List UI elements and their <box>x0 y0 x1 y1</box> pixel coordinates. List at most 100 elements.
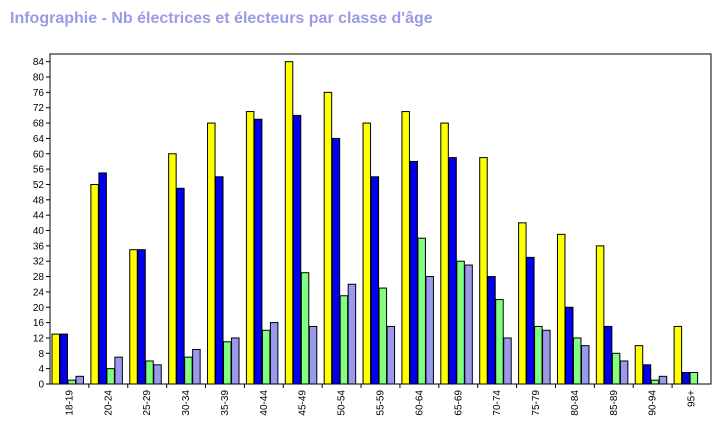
y-tick-label: 44 <box>33 211 45 222</box>
y-tick-label: 4 <box>38 364 44 375</box>
bar <box>595 245 605 385</box>
bar <box>642 364 652 385</box>
x-axis: 18-19 20-24 25-29 30-34 35-39 40-44 45-49 50-54… <box>64 384 698 416</box>
x-tick-label: 65-69 <box>453 390 464 416</box>
bar <box>495 299 504 385</box>
y-tick-label: 16 <box>33 318 45 329</box>
bar <box>323 91 333 385</box>
bar <box>347 283 357 385</box>
bar <box>503 337 512 385</box>
bar <box>542 329 551 385</box>
x-tick-label: 40-44 <box>259 390 270 416</box>
x-tick-label: 90-94 <box>648 390 659 416</box>
bar <box>308 325 318 385</box>
bar <box>448 157 457 385</box>
y-tick-label: 80 <box>33 73 45 84</box>
bar <box>425 276 434 385</box>
bar <box>603 325 613 385</box>
bar <box>215 176 224 385</box>
bar <box>245 111 255 385</box>
bar <box>98 172 107 385</box>
x-tick-label: 45-49 <box>298 390 309 416</box>
bar <box>440 122 449 385</box>
bar <box>370 176 380 385</box>
bar <box>572 337 582 385</box>
bar <box>681 371 691 385</box>
y-tick-label: 84 <box>33 57 45 68</box>
bar <box>231 337 240 385</box>
y-axis: 0481216202428323640444852566064687276808… <box>33 53 712 391</box>
x-tick-label: 85-89 <box>609 390 620 416</box>
y-tick-label: 32 <box>33 257 45 268</box>
chart-title: Infographie - Nb électrices et électeurs… <box>10 10 433 27</box>
x-tick-label: 50-54 <box>337 390 348 416</box>
bar <box>526 256 535 385</box>
y-tick-label: 28 <box>33 272 45 283</box>
y-tick-label: 56 <box>33 165 45 176</box>
y-tick-label: 36 <box>33 241 45 252</box>
y-tick-label: 64 <box>33 134 45 145</box>
bar <box>534 325 543 385</box>
bar <box>378 287 388 385</box>
x-tick-label: 55-59 <box>376 390 387 416</box>
bar <box>479 157 488 385</box>
x-tick-label: 75-79 <box>531 390 542 416</box>
y-tick-label: 20 <box>33 303 45 314</box>
bar <box>650 379 660 385</box>
y-tick-label: 40 <box>33 226 45 237</box>
bar <box>556 233 566 385</box>
bar <box>292 114 302 385</box>
bar <box>114 356 123 385</box>
x-tick-label: 18-19 <box>64 390 75 416</box>
bar <box>518 222 527 385</box>
bar <box>184 356 193 385</box>
bar <box>153 364 162 385</box>
bar <box>409 160 418 385</box>
x-tick-label: 30-34 <box>181 390 192 416</box>
x-tick-label: 70-74 <box>492 390 503 416</box>
bar <box>634 345 644 385</box>
bars <box>51 61 699 385</box>
bar <box>129 249 138 385</box>
bar <box>51 333 60 385</box>
bar <box>487 276 496 385</box>
bar <box>67 379 76 385</box>
bar <box>417 237 426 385</box>
y-tick-label: 72 <box>33 103 45 114</box>
y-tick-label: 60 <box>33 149 45 160</box>
y-tick-label: 76 <box>33 88 45 99</box>
y-tick-label: 52 <box>33 180 45 191</box>
x-tick-label: 20-24 <box>103 390 114 416</box>
bar <box>168 153 177 385</box>
x-tick-label: 25-29 <box>142 390 153 416</box>
bar <box>137 249 146 385</box>
y-tick-label: 68 <box>33 119 45 130</box>
bar <box>673 325 683 385</box>
y-tick-label: 48 <box>33 195 45 206</box>
bar <box>223 341 232 385</box>
bar <box>331 137 341 385</box>
bar <box>192 348 201 385</box>
bar <box>284 61 294 385</box>
y-tick-label: 0 <box>38 380 44 391</box>
bar <box>401 111 410 385</box>
x-tick-label: 60-64 <box>414 390 425 416</box>
bar <box>456 260 465 385</box>
y-tick-label: 24 <box>33 287 45 298</box>
bar <box>90 183 99 385</box>
bar <box>658 375 668 385</box>
bar <box>619 360 629 385</box>
bar <box>207 122 216 385</box>
bar <box>176 187 185 385</box>
bar <box>464 264 473 385</box>
bar <box>75 375 84 385</box>
bar <box>106 368 115 385</box>
y-tick-label: 8 <box>38 349 44 360</box>
bar <box>59 333 68 385</box>
x-tick-label: 95+ <box>687 390 698 407</box>
y-tick-label: 12 <box>33 333 45 344</box>
bar <box>580 345 590 385</box>
bar <box>300 272 310 385</box>
bar <box>269 322 279 385</box>
